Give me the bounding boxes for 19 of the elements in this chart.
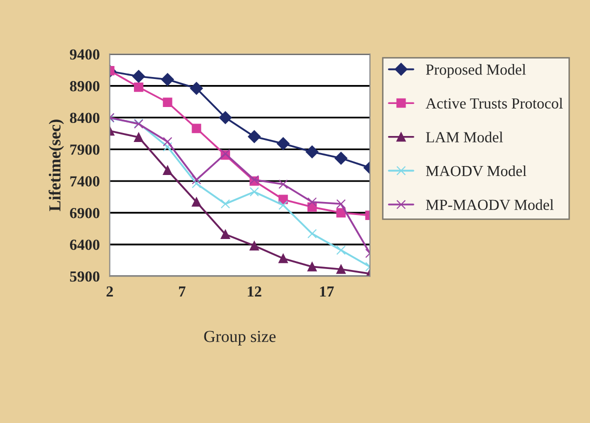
y-tick-label: 7400 [70, 176, 100, 186]
x-axis-title: Group size [204, 330, 276, 346]
legend-label: LAM Model [426, 132, 503, 142]
y-tick-label: 8900 [70, 81, 100, 92]
x-tick-label: 2 [106, 286, 113, 297]
legend-label: Active Trusts Protocol [426, 98, 563, 109]
y-tick-label: 6400 [70, 240, 100, 250]
x-tick-label: 17 [320, 286, 334, 297]
y-tick-label: 6900 [70, 208, 100, 218]
x-tick-label: 7 [179, 286, 186, 297]
y-tick-label: 8400 [70, 112, 100, 124]
y-tick-label: 9400 [70, 49, 100, 60]
y-axis-title: Lifetime(sec) [48, 120, 64, 212]
y-tick-label: 5900 [70, 271, 100, 282]
legend-label: Proposed Model [426, 64, 526, 78]
x-tick-label: 12 [248, 286, 262, 297]
y-tick-label: 7900 [70, 144, 100, 155]
legend-label: MAODV Model [426, 165, 526, 176]
legend-label: MP-MAODV Model [426, 199, 554, 210]
